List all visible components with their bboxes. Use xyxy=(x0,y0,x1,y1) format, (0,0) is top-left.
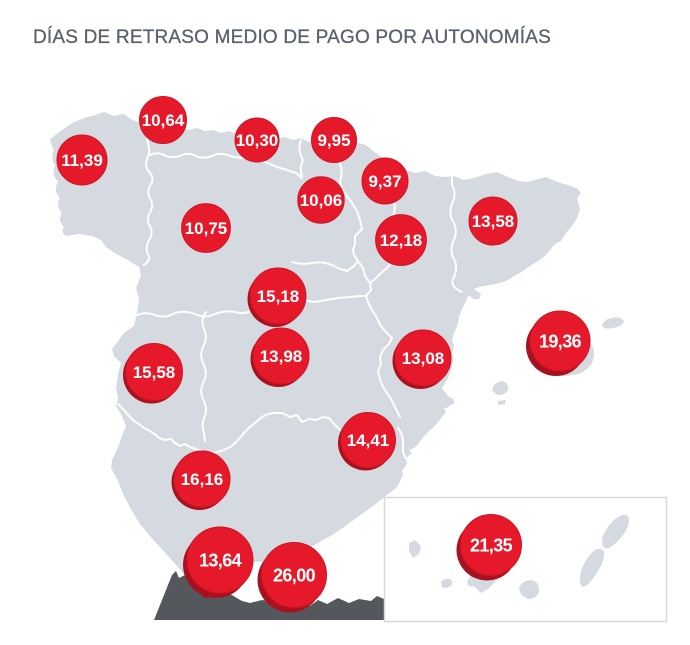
svg-text:10,30: 10,30 xyxy=(236,131,279,150)
svg-text:12,18: 12,18 xyxy=(380,231,423,250)
svg-text:10,64: 10,64 xyxy=(142,111,185,130)
svg-text:10,75: 10,75 xyxy=(185,219,228,238)
svg-text:13,58: 13,58 xyxy=(472,212,515,231)
svg-text:13,08: 13,08 xyxy=(402,349,445,368)
svg-text:11,39: 11,39 xyxy=(61,151,103,170)
svg-text:21,35: 21,35 xyxy=(470,535,513,555)
svg-text:16,16: 16,16 xyxy=(181,470,224,489)
svg-text:15,58: 15,58 xyxy=(133,363,176,382)
svg-text:13,98: 13,98 xyxy=(260,347,303,366)
svg-text:26,00: 26,00 xyxy=(273,565,316,585)
svg-text:14,41: 14,41 xyxy=(347,431,390,450)
svg-text:9,95: 9,95 xyxy=(317,131,350,150)
svg-text:15,18: 15,18 xyxy=(257,287,300,306)
svg-text:19,36: 19,36 xyxy=(539,331,582,351)
svg-text:10,06: 10,06 xyxy=(300,191,343,210)
svg-text:9,37: 9,37 xyxy=(368,172,401,191)
svg-text:13,64: 13,64 xyxy=(199,550,242,570)
